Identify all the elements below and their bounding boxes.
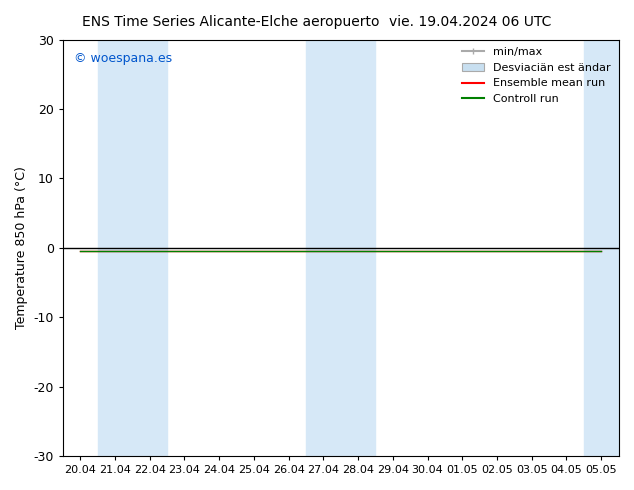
Legend: min/max, Desviaciän est ändar, Ensemble mean run, Controll run: min/max, Desviaciän est ändar, Ensemble …	[458, 43, 615, 108]
Y-axis label: Temperature 850 hPa (°C): Temperature 850 hPa (°C)	[15, 166, 28, 329]
Text: ENS Time Series Alicante-Elche aeropuerto: ENS Time Series Alicante-Elche aeropuert…	[82, 15, 380, 29]
Bar	[584, 40, 619, 456]
Text: © woespana.es: © woespana.es	[74, 52, 172, 65]
Bar	[306, 40, 375, 456]
Bar	[98, 40, 167, 456]
Text: vie. 19.04.2024 06 UTC: vie. 19.04.2024 06 UTC	[389, 15, 552, 29]
